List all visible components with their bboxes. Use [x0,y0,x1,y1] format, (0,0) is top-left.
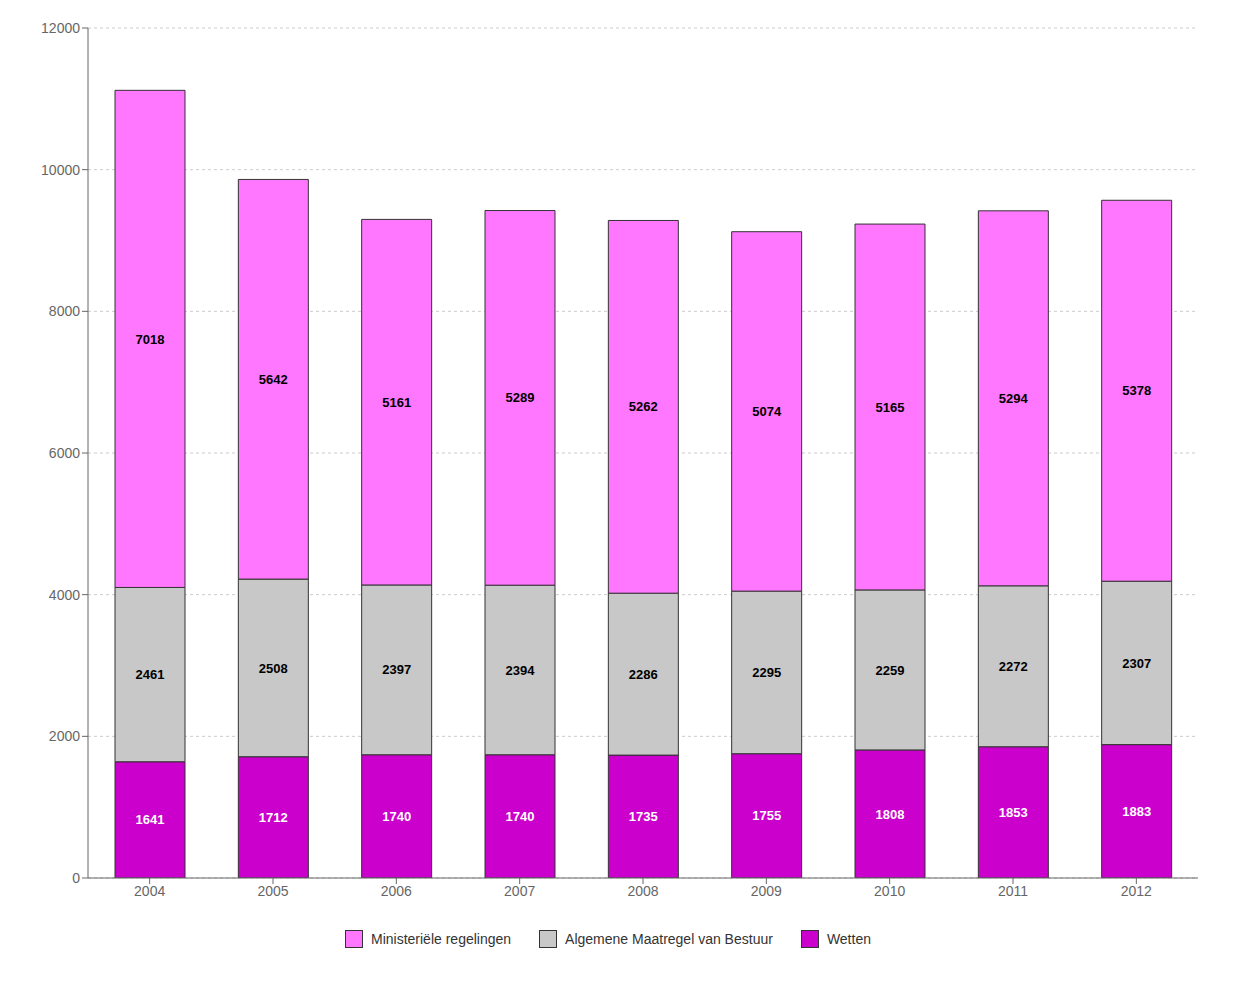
html-text:Ministeriële regelingen: Ministeriële regelingen [371,931,512,947]
svg-text:2508: 2508 [259,661,288,676]
svg-text:2012: 2012 [1121,883,1152,899]
svg-text:2397: 2397 [382,662,411,677]
svg-text:5294: 5294 [999,391,1029,406]
svg-text:1808: 1808 [876,807,905,822]
svg-text:12000: 12000 [41,20,80,36]
svg-text:7018: 7018 [136,332,165,347]
svg-text:5262: 5262 [629,399,658,414]
svg-text:1883: 1883 [1122,804,1151,819]
html-text:Wetten: Wetten [826,931,871,947]
svg-text:1641: 1641 [136,812,165,827]
svg-text:2004: 2004 [134,883,165,899]
svg-text:2307: 2307 [1122,656,1151,671]
svg-text:5378: 5378 [1122,383,1151,398]
svg-text:1853: 1853 [999,805,1028,820]
svg-text:2286: 2286 [629,667,658,682]
svg-text:2009: 2009 [751,883,782,899]
svg-text:2006: 2006 [381,883,412,899]
svg-text:1740: 1740 [506,809,535,824]
svg-text:2259: 2259 [876,663,905,678]
svg-text:5074: 5074 [752,404,782,419]
svg-text:5165: 5165 [876,400,905,415]
svg-text:2000: 2000 [49,728,80,744]
svg-text:6000: 6000 [49,445,80,461]
svg-text:2010: 2010 [874,883,905,899]
svg-text:5642: 5642 [259,372,288,387]
svg-text:1740: 1740 [382,809,411,824]
svg-text:0: 0 [72,870,80,886]
svg-text:2005: 2005 [257,883,288,899]
svg-text:5161: 5161 [382,395,411,410]
svg-text:2394: 2394 [506,663,536,678]
svg-text:1712: 1712 [259,810,288,825]
svg-text:4000: 4000 [49,587,80,603]
svg-text:1735: 1735 [629,809,658,824]
svg-text:10000: 10000 [41,162,80,178]
svg-text:8000: 8000 [49,303,80,319]
svg-text:5289: 5289 [506,390,535,405]
svg-text:2272: 2272 [999,659,1028,674]
svg-text:2461: 2461 [136,667,165,682]
svg-text:2008: 2008 [627,883,658,899]
svg-text:2011: 2011 [998,883,1028,899]
svg-text:2295: 2295 [752,665,781,680]
html-text:Algemene Maatregel van Bestuur: Algemene Maatregel van Bestuur [565,931,773,947]
svg-text:2007: 2007 [504,883,535,899]
svg-text:1755: 1755 [752,808,781,823]
